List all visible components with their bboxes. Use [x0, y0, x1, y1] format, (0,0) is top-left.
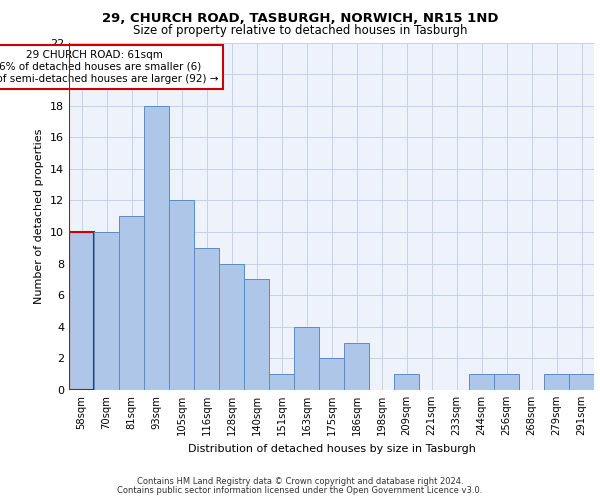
X-axis label: Distribution of detached houses by size in Tasburgh: Distribution of detached houses by size … — [188, 444, 475, 454]
Bar — [69, 232, 94, 390]
Text: 29 CHURCH ROAD: 61sqm
← 6% of detached houses are smaller (6)
94% of semi-detach: 29 CHURCH ROAD: 61sqm ← 6% of detached h… — [0, 50, 218, 84]
Bar — [494, 374, 519, 390]
Bar — [569, 374, 594, 390]
Text: Size of property relative to detached houses in Tasburgh: Size of property relative to detached ho… — [133, 24, 467, 37]
Bar — [119, 216, 144, 390]
Bar — [544, 374, 569, 390]
Bar — [319, 358, 344, 390]
Bar — [344, 342, 369, 390]
Bar — [469, 374, 494, 390]
Bar — [219, 264, 244, 390]
Text: 29, CHURCH ROAD, TASBURGH, NORWICH, NR15 1ND: 29, CHURCH ROAD, TASBURGH, NORWICH, NR15… — [102, 12, 498, 26]
Y-axis label: Number of detached properties: Number of detached properties — [34, 128, 44, 304]
Bar — [194, 248, 219, 390]
Bar — [169, 200, 194, 390]
Text: Contains HM Land Registry data © Crown copyright and database right 2024.: Contains HM Land Registry data © Crown c… — [137, 478, 463, 486]
Bar — [394, 374, 419, 390]
Text: Contains public sector information licensed under the Open Government Licence v3: Contains public sector information licen… — [118, 486, 482, 495]
Bar — [94, 232, 119, 390]
Bar — [269, 374, 294, 390]
Bar — [294, 327, 319, 390]
Bar — [244, 280, 269, 390]
Bar — [144, 106, 169, 390]
